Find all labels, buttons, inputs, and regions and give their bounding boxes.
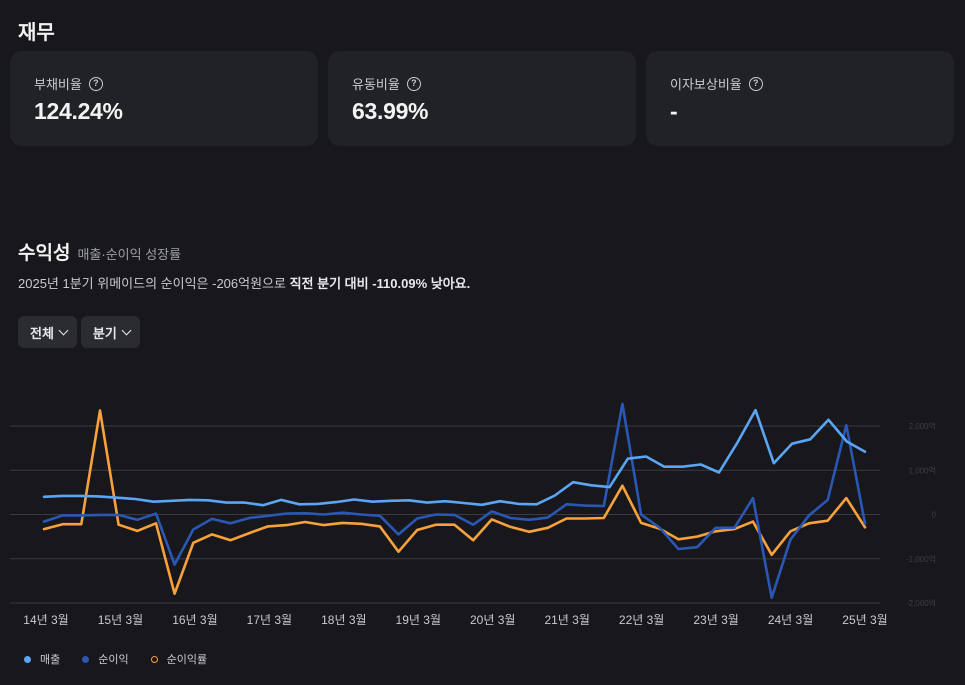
y-tick-label: 2,000억 (909, 421, 936, 431)
current-ratio-label: 유동비율 (352, 77, 400, 92)
range-filter-button[interactable]: 전체 (18, 316, 77, 348)
summary-text: 2025년 1분기 위메이드의 순이익은 -206억원으로 (18, 276, 290, 291)
period-filter-button[interactable]: 분기 (80, 316, 140, 348)
series-line-1 (42, 408, 867, 507)
help-icon[interactable]: ? (406, 76, 421, 91)
profitability-subtitle: 매출·순이익 성장률 (77, 247, 182, 262)
x-tick-label: 18년 3월 (321, 613, 366, 627)
net-margin-legend-ring (150, 655, 158, 663)
x-tick-label: 15년 3월 (98, 613, 143, 627)
y-tick-label: 1,000억 (909, 465, 936, 475)
chevron-down-icon (121, 325, 132, 335)
finance-section-title: 재무 (18, 22, 55, 44)
legend-item-net-margin[interactable]: 순이익률 (150, 651, 208, 667)
legend-item-revenue[interactable]: 매출 (24, 651, 60, 667)
x-tick-label: 16년 3월 (172, 613, 217, 627)
y-tick-label: -1,000억 (906, 554, 936, 564)
y-tick-label: -2,000억 (906, 598, 936, 608)
x-tick-label: 22년 3월 (619, 613, 664, 627)
x-tick-label: 17년 3월 (247, 613, 292, 627)
interest-coverage-label-row: 이자보상비율 ? (670, 74, 763, 93)
legend-label-revenue: 매출 (40, 654, 61, 666)
y-tick-label: 0 (932, 511, 937, 520)
interest-coverage-label: 이자보상비율 (670, 77, 742, 92)
help-icon[interactable]: ? (88, 76, 103, 91)
chart-filters: 전체 분기 (18, 316, 140, 348)
chevron-down-icon (58, 325, 69, 335)
debt-ratio-label-row: 부채비율 ? (34, 74, 103, 93)
chart-legend: 매출 순이익 순이익률 (24, 651, 207, 667)
x-tick-label: 20년 3월 (470, 613, 515, 627)
profitability-title-row: 수익성 매출·순이익 성장률 (18, 238, 181, 265)
revenue-legend-dot (24, 655, 31, 663)
legend-label-net-income: 순이익 (98, 654, 129, 666)
interest-coverage-card: 이자보상비율 ? - (646, 51, 954, 146)
series-line-3 (42, 409, 867, 595)
x-tick-label: 24년 3월 (768, 613, 813, 627)
debt-ratio-value: 124.24% (34, 98, 123, 124)
summary-emphasis: 직전 분기 대비 -110.09% 낮아요. (289, 276, 471, 291)
net-income-legend-dot (82, 655, 90, 663)
finance-cards: 부채비율 ? 124.24% 유동비율 ? 63.99% 이자보상비율 ? - (10, 51, 954, 146)
legend-label-net-margin: 순이익률 (166, 654, 208, 666)
period-filter-label: 분기 (92, 325, 117, 341)
profitability-title: 수익성 (18, 243, 71, 264)
x-tick-label: 14년 3월 (23, 613, 68, 627)
help-icon[interactable]: ? (748, 76, 763, 91)
legend-item-net-income[interactable]: 순이익 (82, 651, 129, 667)
x-tick-label: 25년 3월 (842, 613, 887, 627)
series-line-2 (42, 402, 867, 599)
debt-ratio-card: 부채비율 ? 124.24% (10, 51, 318, 146)
range-filter-label: 전체 (30, 325, 54, 341)
current-ratio-value: 63.99% (352, 98, 429, 124)
x-tick-label: 23년 3월 (693, 613, 738, 627)
x-tick-label: 21년 3월 (544, 613, 589, 627)
profitability-line-chart: 2,000억 1,000억 0 -1,000억 -2,000억 14년 3월 15년 3월 1… (10, 402, 937, 627)
profitability-summary: 2025년 1분기 위메이드의 순이익은 -206억원으로 직전 분기 대비 -… (18, 273, 470, 292)
current-ratio-card: 유동비율 ? 63.99% (328, 51, 636, 146)
interest-coverage-value: - (670, 98, 678, 124)
x-tick-label: 19년 3월 (396, 613, 441, 627)
current-ratio-label-row: 유동비율 ? (352, 74, 421, 93)
debt-ratio-label: 부채비율 (34, 77, 82, 92)
